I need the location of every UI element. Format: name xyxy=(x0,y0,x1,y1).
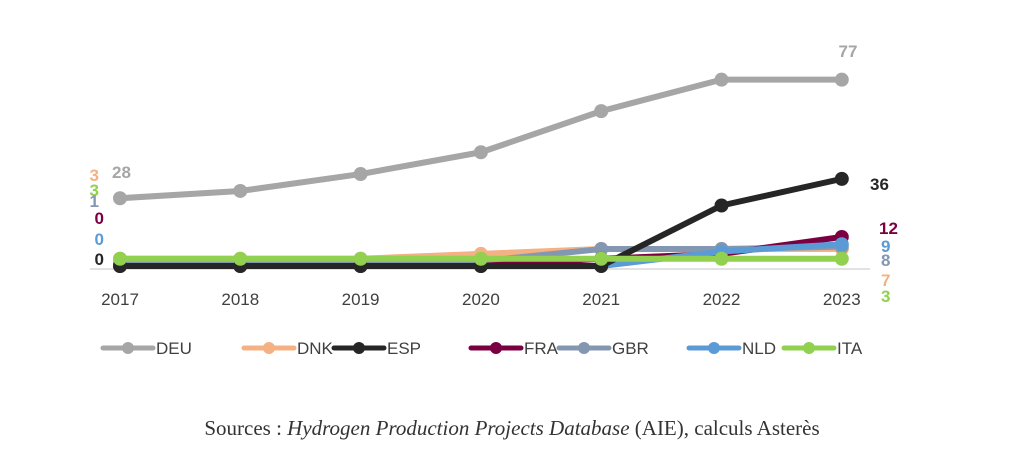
point-ita-2020 xyxy=(473,251,488,266)
start-label-deu: 28 xyxy=(112,163,131,182)
end-label-deu: 77 xyxy=(839,42,858,61)
x-tick-labels: 2017 2018 2019 2020 2021 2022 2023 xyxy=(101,290,861,309)
point-deu-2018 xyxy=(233,183,248,198)
point-ita-2019 xyxy=(353,251,368,266)
point-ita-2018 xyxy=(233,251,248,266)
source-suffix: (AIE), calculs Asterès xyxy=(629,416,820,440)
end-label-dnk: 7 xyxy=(881,271,890,290)
end-label-ita: 3 xyxy=(881,287,890,306)
legend-marker-esp xyxy=(353,342,365,354)
point-esp-2023 xyxy=(834,171,849,186)
source-note: Sources : Hydrogen Production Projects D… xyxy=(0,416,1024,441)
legend-marker-fra xyxy=(490,342,502,354)
series-layer xyxy=(113,72,849,273)
point-gbr-2021 xyxy=(594,242,609,257)
point-ita-2023 xyxy=(834,251,849,266)
start-label-ita: 3 xyxy=(90,181,99,200)
legend-item-ita: ITA xyxy=(781,339,863,358)
point-deu-2021 xyxy=(594,104,609,119)
start-label-esp: 0 xyxy=(95,250,104,269)
legend-label-esp: ESP xyxy=(387,339,421,358)
end-label-fra: 12 xyxy=(879,219,898,238)
legend-item-fra: FRA xyxy=(468,339,559,358)
line-deu xyxy=(117,76,845,202)
x-tick-label-2022: 2022 xyxy=(703,290,741,309)
legend-item-esp: ESP xyxy=(331,339,421,358)
end-label-nld: 9 xyxy=(881,237,890,256)
end-label-esp: 36 xyxy=(870,175,889,194)
point-deu-2023 xyxy=(834,72,849,87)
series-deu xyxy=(113,72,849,206)
legend-item-dnk: DNK xyxy=(241,339,334,358)
start-label-fra: 0 xyxy=(95,209,104,228)
source-database-name: Hydrogen Production Projects Database xyxy=(287,416,630,440)
source-prefix: Sources : xyxy=(204,416,288,440)
point-deu-2019 xyxy=(353,167,368,182)
legend-marker-deu xyxy=(122,342,134,354)
x-tick-label-2019: 2019 xyxy=(342,290,380,309)
point-ita-2022 xyxy=(714,251,729,266)
legend-marker-ita xyxy=(803,342,815,354)
x-tick-label-2023: 2023 xyxy=(823,290,861,309)
legend-label-dnk: DNK xyxy=(297,339,334,358)
line-chart: 2017 2018 2019 2020 2021 2022 2023 33100028773… xyxy=(90,42,898,358)
legend-item-gbr: GBR xyxy=(556,339,649,358)
x-tick-label-2020: 2020 xyxy=(462,290,500,309)
legend: DEU DNK ESP FRA GBR NLD ITA xyxy=(100,339,863,358)
point-esp-2022 xyxy=(714,198,729,213)
point-ita-2021 xyxy=(594,251,609,266)
legend-label-ita: ITA xyxy=(837,339,863,358)
start-label-nld: 0 xyxy=(95,230,104,249)
point-ita-2017 xyxy=(113,251,127,266)
x-tick-label-2018: 2018 xyxy=(221,290,259,309)
legend-label-fra: FRA xyxy=(524,339,559,358)
x-tick-label-2017: 2017 xyxy=(101,290,139,309)
point-deu-2020 xyxy=(473,145,488,160)
point-nld-2023 xyxy=(834,237,849,252)
legend-label-deu: DEU xyxy=(156,339,192,358)
legend-item-deu: DEU xyxy=(100,339,192,358)
legend-item-nld: NLD xyxy=(686,339,776,358)
point-deu-2017 xyxy=(113,191,127,206)
x-tick-label-2021: 2021 xyxy=(582,290,620,309)
legend-label-nld: NLD xyxy=(742,339,776,358)
legend-marker-nld xyxy=(708,342,720,354)
legend-marker-gbr xyxy=(578,342,590,354)
series-ita xyxy=(113,251,849,266)
start-label-gbr: 1 xyxy=(90,192,99,211)
legend-label-gbr: GBR xyxy=(612,339,649,358)
end-label-gbr: 8 xyxy=(881,251,890,270)
start-label-dnk: 3 xyxy=(90,166,99,185)
legend-marker-dnk xyxy=(263,342,275,354)
point-deu-2022 xyxy=(714,72,729,87)
